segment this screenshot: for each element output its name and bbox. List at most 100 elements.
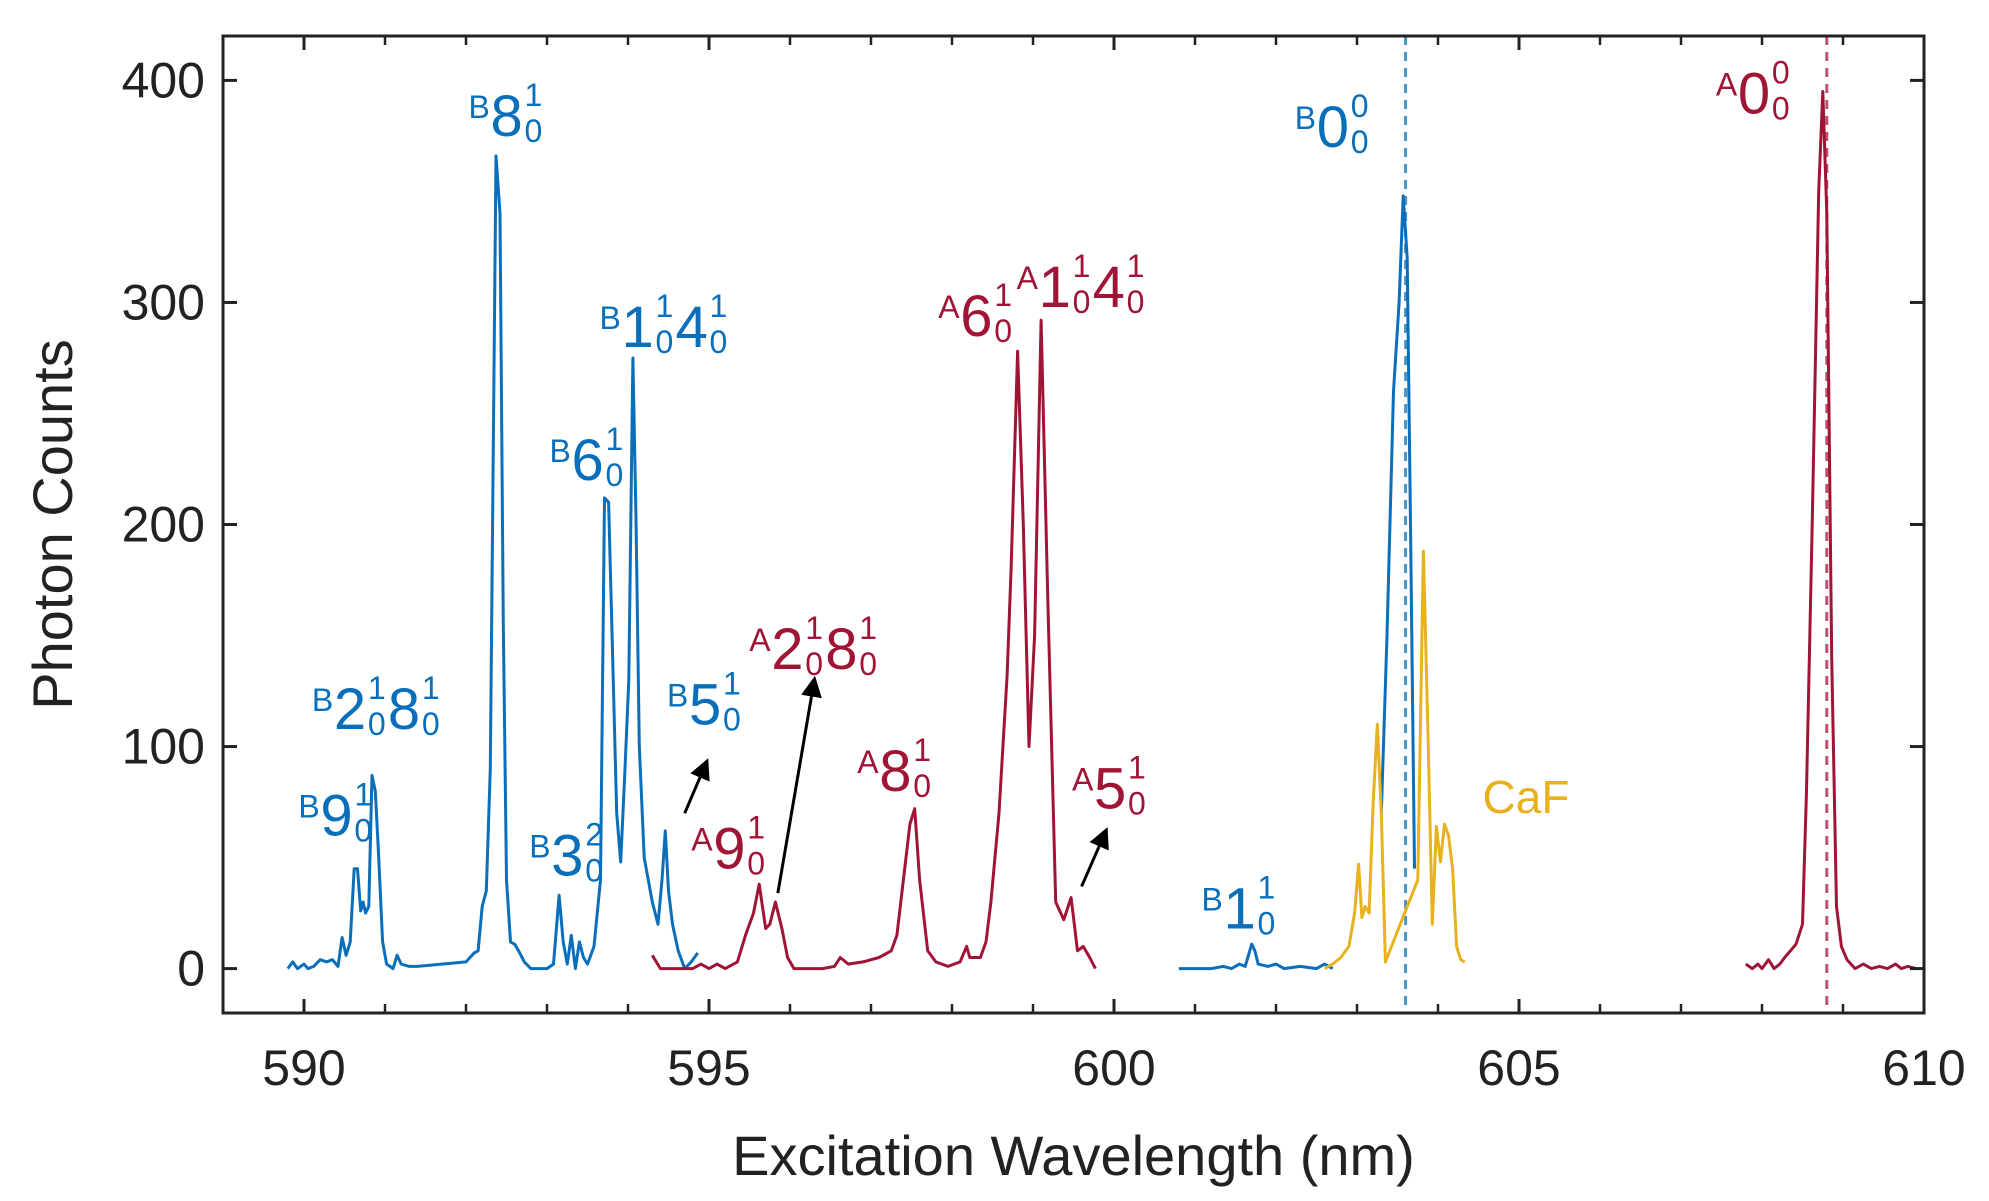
peak-label-upper: 1 (805, 610, 823, 646)
annotation-arrow-3 (1080, 827, 1109, 888)
reference-lines (1404, 36, 1829, 1013)
peak-label-prefix: A (1017, 260, 1039, 296)
peak-label-mode: 6 (960, 284, 992, 349)
peak-label-mode: 8 (825, 617, 857, 682)
peak-label-mode: 9 (713, 817, 745, 882)
peak-label-B-3-0-2: B 3 20 (529, 816, 603, 888)
peak-label-lower: 0 (606, 457, 624, 493)
peak-label-lower: 0 (805, 646, 823, 682)
peak-label-mode: 1 (1224, 877, 1256, 942)
peak-label-B-8-0-1: B 8 10 (469, 77, 543, 149)
series-A-5 (1744, 90, 1917, 971)
series-A-4 (651, 318, 1097, 971)
peak-label-prefix: B (599, 300, 620, 336)
peak-label-upper: 1 (913, 732, 931, 768)
peak-label-upper: 0 (1772, 55, 1790, 91)
peak-label-lower: 0 (368, 706, 386, 742)
peak-label-upper: 1 (723, 665, 741, 701)
peak-label-upper: 1 (1073, 248, 1091, 284)
y-tick-label: 100 (122, 719, 205, 775)
peak-label-upper: 1 (655, 288, 673, 324)
peak-label-upper: 1 (1128, 750, 1146, 786)
peak-label-prefix: B (1202, 882, 1223, 918)
peak-label-upper: 1 (1258, 870, 1276, 906)
peak-label-prefix: B (298, 788, 319, 824)
annotation-arrow-2 (776, 675, 822, 894)
peak-label-B-6-0-1: B 6 10 (550, 421, 624, 493)
peak-label-lower: 0 (525, 113, 543, 149)
peak-label-B-1-0-1: B 1 10 (1202, 870, 1276, 942)
peak-label-mode: 8 (879, 739, 911, 804)
x-tick-label: 610 (1882, 1040, 1965, 1096)
peak-label-B-0-0-0: B 0 00 (1295, 88, 1369, 160)
peak-label-mode: 1 (621, 295, 653, 360)
x-tick-label: 600 (1072, 1040, 1155, 1096)
peak-label-mode: 2 (771, 617, 803, 682)
peak-label-prefix: A (857, 744, 879, 780)
peak-label-lower: 0 (1127, 284, 1145, 320)
peak-label-mode: 6 (572, 428, 604, 493)
peak-label-upper: 1 (747, 810, 765, 846)
y-tick-label: 400 (122, 52, 205, 108)
spectrum-series (286, 90, 1917, 971)
peak-label-A-0-0-0: A 0 00 (1716, 55, 1790, 127)
peak-label-mode: 1 (1039, 255, 1071, 320)
peak-label-mode: 5 (1094, 757, 1126, 822)
peak-label-lower: 0 (1258, 906, 1276, 942)
peak-labels: B 9 10B 2 10 8 10B 8 10B 3 20B 6 10B 1 10 4 10B 5 10A 9 10A 2… (298, 55, 1789, 942)
peak-label-A-1-0-1-4-0-1: A 1 10 4 10 (1017, 248, 1145, 320)
peak-label-mode: 4 (1093, 255, 1125, 320)
peak-label-lower: 0 (1128, 786, 1146, 822)
peak-label-mode: 9 (320, 783, 352, 848)
peak-label-lower: 0 (994, 313, 1012, 349)
peak-label-B-2-0-1-8-0-1: B 2 10 8 10 (312, 670, 440, 742)
peak-label-upper: 1 (368, 670, 386, 706)
peak-label-prefix: B (667, 677, 688, 713)
y-tick-label: 200 (122, 497, 205, 553)
peak-label-lower: 0 (709, 324, 727, 360)
peak-label-upper: 1 (606, 421, 624, 457)
peak-label-mode: 0 (1738, 62, 1770, 127)
peak-label-mode: 3 (551, 823, 583, 888)
peak-label-mode: 5 (689, 672, 721, 737)
plot-frame (221, 34, 1926, 1015)
peak-label-prefix: A (749, 622, 771, 658)
series-CaF-6 (1323, 549, 1466, 970)
peak-label-prefix: B (469, 89, 490, 125)
peak-label-upper: 0 (1351, 88, 1369, 124)
peak-label-lower: 0 (1351, 124, 1369, 160)
peak-label-lower: 0 (354, 812, 372, 848)
peak-label-A-2-0-1-8-0-1: A 2 10 8 10 (749, 610, 877, 682)
peak-label-prefix: B (312, 682, 333, 718)
peak-label-mode: 2 (334, 677, 366, 742)
peak-label-upper: 1 (422, 670, 440, 706)
peak-label-lower: 0 (859, 646, 877, 682)
peak-label-prefix: A (938, 289, 960, 325)
peak-label-upper: 1 (1127, 248, 1145, 284)
peak-label-A-5-0-1: A 5 10 (1072, 750, 1146, 822)
peak-label-B-5-0-1: B 5 10 (667, 665, 741, 737)
peak-label-B-9-0-1: B 9 10 (298, 776, 372, 848)
x-tick-label: 590 (262, 1040, 345, 1096)
peak-label-lower: 0 (1772, 91, 1790, 127)
peak-label-mode: 0 (1317, 95, 1349, 160)
peak-label-prefix: B (529, 828, 550, 864)
peak-label-A-8-0-1: A 8 10 (857, 732, 931, 804)
peak-label-lower: 0 (422, 706, 440, 742)
y-axis-title: Photon Counts (21, 339, 84, 709)
peak-label-mode: 4 (675, 295, 707, 360)
series-B-1 (286, 154, 699, 971)
peak-label-prefix: A (691, 822, 713, 858)
peak-label-prefix: B (550, 433, 571, 469)
caf-series-label: CaF (1483, 771, 1570, 823)
series-B-3 (1379, 194, 1416, 869)
peak-label-upper: 1 (354, 776, 372, 812)
series-B-2 (1178, 942, 1334, 971)
peak-label-prefix: A (1716, 67, 1738, 103)
x-tick-label: 605 (1477, 1040, 1560, 1096)
peak-label-lower: 0 (1073, 284, 1091, 320)
peak-label-lower: 0 (723, 701, 741, 737)
peak-label-prefix: A (1072, 762, 1094, 798)
